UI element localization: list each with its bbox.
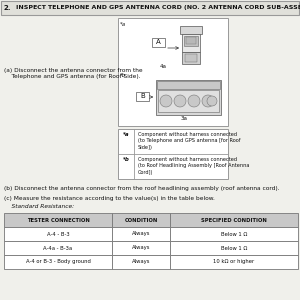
Bar <box>170 241 298 255</box>
Text: *a: *a <box>120 22 126 27</box>
Text: 3a: 3a <box>181 116 188 121</box>
Bar <box>4 213 112 227</box>
Bar <box>170 255 298 269</box>
Circle shape <box>160 95 172 107</box>
Bar <box>157 81 220 89</box>
Text: Standard Resistance:: Standard Resistance: <box>4 204 74 209</box>
Bar <box>170 213 298 227</box>
Text: Component without harness connected
(to Telephone and GPS antenna [for Roof
Side: Component without harness connected (to … <box>138 132 241 150</box>
Text: Below 1 Ω: Below 1 Ω <box>221 232 247 236</box>
Bar <box>4 227 112 241</box>
Text: (a) Disconnect the antenna connector from the: (a) Disconnect the antenna connector fro… <box>4 68 142 73</box>
Bar <box>184 36 198 46</box>
Bar <box>185 54 197 62</box>
Bar <box>156 80 221 115</box>
Text: *b: *b <box>123 157 129 162</box>
Bar <box>112 255 170 269</box>
Text: (b) Disconnect the antenna connector from the roof headlining assembly (roof ant: (b) Disconnect the antenna connector fro… <box>4 186 280 191</box>
Text: Always: Always <box>132 245 150 250</box>
Text: 2.: 2. <box>4 5 11 11</box>
Bar <box>182 52 200 64</box>
Text: *a: *a <box>123 132 129 137</box>
Text: A-4a - B-3a: A-4a - B-3a <box>44 245 73 250</box>
Text: A-4 or B-3 - Body ground: A-4 or B-3 - Body ground <box>26 260 90 265</box>
Text: SPECIFIED CONDITION: SPECIFIED CONDITION <box>201 218 267 223</box>
Text: 4a: 4a <box>160 64 167 69</box>
Text: TESTER CONNECTION: TESTER CONNECTION <box>27 218 89 223</box>
Bar <box>152 38 165 47</box>
Bar <box>170 227 298 241</box>
Text: A-4 - B-3: A-4 - B-3 <box>47 232 69 236</box>
Bar <box>136 92 149 101</box>
Bar <box>180 26 202 34</box>
Bar <box>1 1 299 15</box>
Circle shape <box>202 95 214 107</box>
Bar <box>112 213 170 227</box>
Text: B: B <box>140 94 145 100</box>
Bar <box>158 90 219 112</box>
Text: Always: Always <box>132 260 150 265</box>
Text: Always: Always <box>132 232 150 236</box>
Bar <box>4 255 112 269</box>
Text: Telephone and GPS antenna (for Roof Side).: Telephone and GPS antenna (for Roof Side… <box>4 74 141 79</box>
Bar <box>118 18 228 126</box>
Circle shape <box>207 96 217 106</box>
Text: Component without harness connected
(to Roof Headlining Assembly [Roof Antenna
C: Component without harness connected (to … <box>138 157 249 175</box>
Text: CONDITION: CONDITION <box>124 218 158 223</box>
Bar <box>112 227 170 241</box>
Bar <box>112 241 170 255</box>
Text: 10 kΩ or higher: 10 kΩ or higher <box>213 260 255 265</box>
Circle shape <box>174 95 186 107</box>
Text: A: A <box>156 40 161 46</box>
Text: INSPECT TELEPHONE AND GPS ANTENNA CORD (NO. 2 ANTENNA CORD SUB-ASSEMBLY): INSPECT TELEPHONE AND GPS ANTENNA CORD (… <box>16 5 300 10</box>
Circle shape <box>188 95 200 107</box>
Text: *b: *b <box>120 73 126 78</box>
Text: Below 1 Ω: Below 1 Ω <box>221 245 247 250</box>
Text: (c) Measure the resistance according to the value(s) in the table below.: (c) Measure the resistance according to … <box>4 196 215 201</box>
Bar <box>182 34 200 52</box>
Bar <box>118 129 228 179</box>
Bar <box>186 37 196 44</box>
Bar <box>4 241 112 255</box>
